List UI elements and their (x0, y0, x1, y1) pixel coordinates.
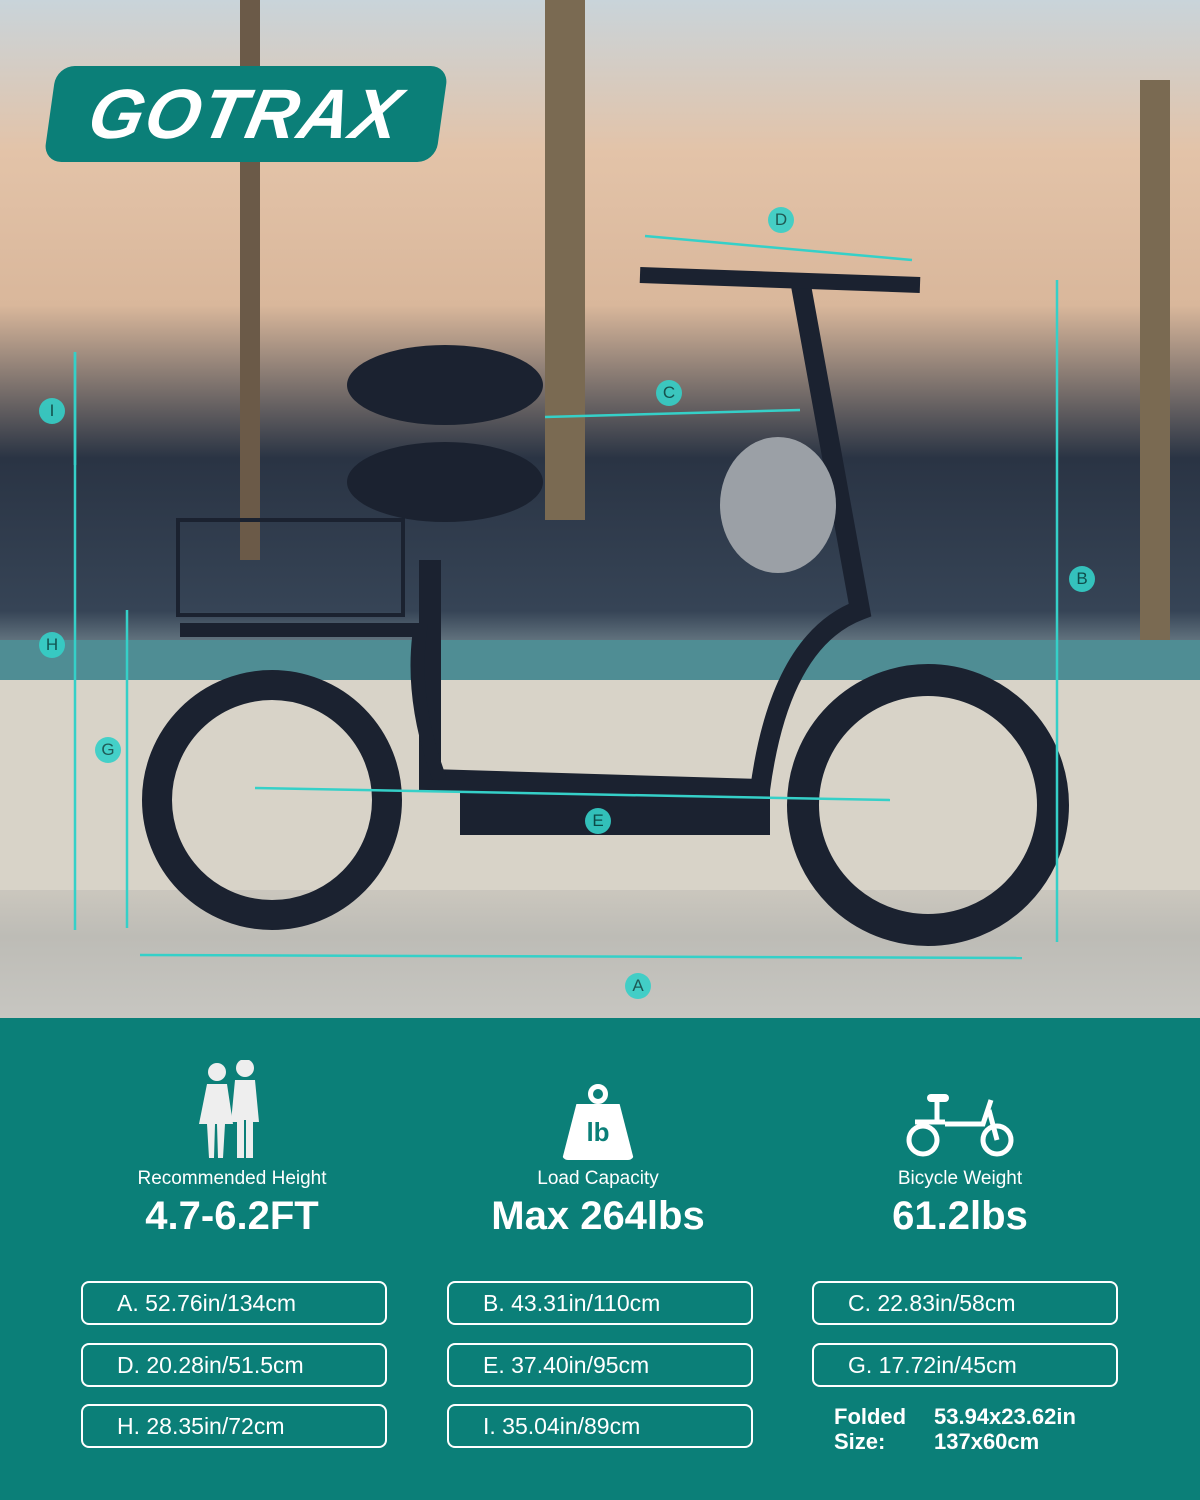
feature-load-capacity: lb Load Capacity Max 264lbs (418, 1060, 778, 1239)
dimension-g: G. 17.72in/45cm (812, 1343, 1118, 1387)
dimension-label-h: H (39, 632, 65, 658)
dimension-d: D. 20.28in/51.5cm (81, 1343, 387, 1387)
dimension-label-d: D (768, 207, 794, 233)
dimension-label-a: A (625, 973, 651, 999)
dimension-a: A. 52.76in/134cm (81, 1281, 387, 1325)
dimension-label-e: E (585, 808, 611, 834)
scooter-illustration (0, 0, 1200, 960)
feature-recommended-height: Recommended Height 4.7-6.2FT (52, 1060, 412, 1239)
folded-size: Folded 53.94x23.62in Size: 137x60cm (834, 1404, 1076, 1454)
dimension-label-c: C (656, 380, 682, 406)
product-photo: GOTRAX A B C D E G H I (0, 0, 1200, 1018)
gotrax-logo: GOTRAX (43, 66, 449, 162)
weight-icon: lb (418, 1060, 778, 1160)
feature-bicycle-weight: Bicycle Weight 61.2lbs (780, 1060, 1140, 1239)
bicycle-icon (780, 1060, 1140, 1160)
dimension-c: C. 22.83in/58cm (812, 1281, 1118, 1325)
dimension-i: I. 35.04in/89cm (447, 1404, 753, 1448)
dimension-h: H. 28.35in/72cm (81, 1404, 387, 1448)
people-icon (52, 1060, 412, 1160)
dimension-label-b: B (1069, 566, 1095, 592)
dimension-e: E. 37.40in/95cm (447, 1343, 753, 1387)
dimension-label-i: I (39, 398, 65, 424)
dimension-label-g: G (95, 737, 121, 763)
dimension-b: B. 43.31in/110cm (447, 1281, 753, 1325)
